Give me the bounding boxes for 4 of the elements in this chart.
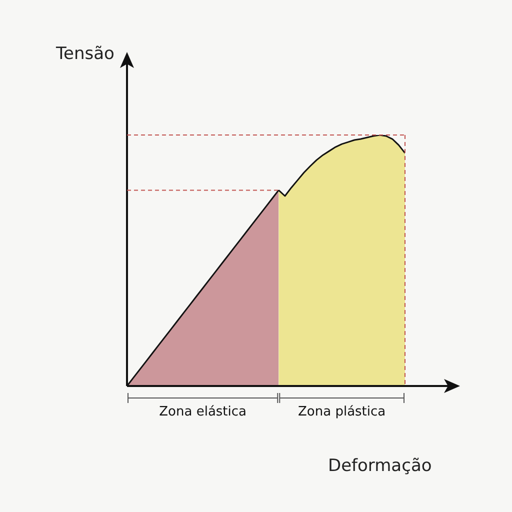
series-label: Zona plástica xyxy=(298,404,386,420)
y-axis-title: Tensão xyxy=(56,44,114,64)
series-label: Zona elástica xyxy=(159,404,247,420)
x-axis-title: Deformação xyxy=(328,456,432,476)
